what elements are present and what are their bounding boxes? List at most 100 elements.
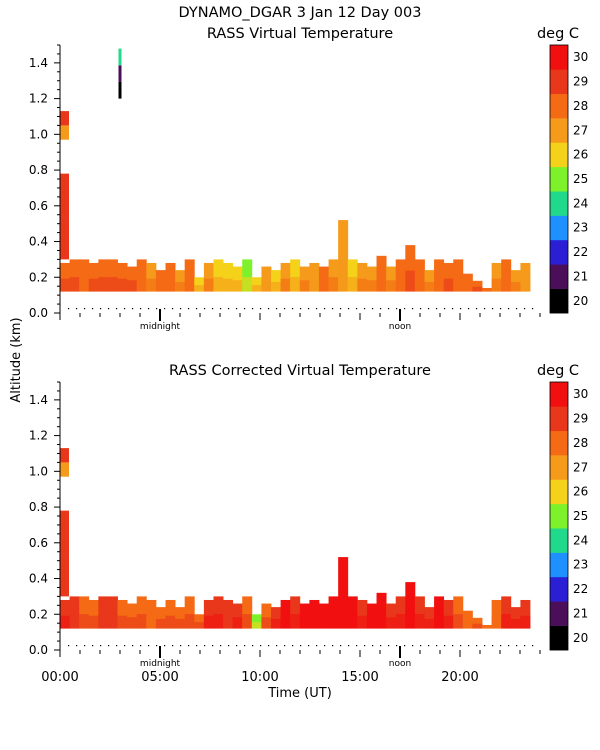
y-tick-label: 0.8 [29,163,48,177]
heatmap-cell-bottom [175,607,186,629]
heatmap-cell-bottom [338,596,349,629]
heatmap-cell-top [318,266,329,292]
baseline-dot [260,645,262,647]
baseline-dot [532,645,534,647]
heatmap-cell-bottom [213,614,224,629]
heatmap-cell-top [127,280,138,292]
heatmap-cell-bottom [453,614,464,629]
heatmap-cell-bottom [434,614,445,629]
heatmap-cell-bottom [405,582,416,629]
heatmap-profile [118,81,122,99]
heatmap-column-bottom [60,510,69,554]
colorbar-swatch [550,93,568,119]
colorbar-swatch [550,382,568,407]
colorbar-swatch [550,406,568,432]
heatmap-cell-bottom [357,615,368,629]
colorbar-swatch [550,288,568,314]
colorbar-label: 21 [573,269,588,283]
baseline-dot [116,645,118,647]
heatmap-cell-bottom [107,614,118,629]
heatmap-cell-bottom [60,599,70,629]
heatmap-cell-bottom [88,599,99,629]
heatmap-cell-top [165,278,176,292]
heatmap-cell-top [462,273,473,292]
baseline-dot [148,645,150,647]
baseline-dot [252,308,254,310]
heatmap-cell-bottom [386,617,397,629]
heatmap-cell-top [261,266,272,292]
baseline-dot [76,308,78,310]
annotation-midnight-top: midnight [140,322,181,332]
baseline-dot [132,645,134,647]
heatmap-cell-bottom [271,607,282,629]
baseline-dot [204,645,206,647]
heatmap-cell-top [386,280,397,292]
baseline-dot [300,308,302,310]
heatmap-cell-bottom [338,557,349,629]
heatmap-cell-bottom [424,618,435,629]
colorbar-label: 27 [573,460,588,474]
heatmap-cell-top [290,259,301,292]
colorbar-swatch [550,45,568,70]
heatmap-cell-top [520,262,531,292]
heatmap-cell-top [203,278,214,292]
colorbar-frame [549,381,569,651]
baseline-dot [508,645,510,647]
heatmap-cell-bottom [184,596,195,629]
baseline-dot [500,645,502,647]
baseline-dot [244,645,246,647]
heatmap-cell-top [434,259,445,292]
heatmap-cell-bottom [146,615,157,629]
heatmap-cell-top [395,277,406,292]
colorbar-label: 30 [573,50,588,64]
heatmap-cell-top [155,281,166,292]
baseline-dot [188,308,190,310]
annotation-noon-top: noon [389,322,411,332]
baseline-dot [340,645,342,647]
heatmap-cell-bottom [223,615,234,629]
baseline-dot [276,308,278,310]
heatmap-cell-bottom [347,596,358,629]
heatmap-cell-top [69,259,80,292]
baseline-dot [428,308,430,310]
heatmap-cell-bottom [213,596,224,629]
y-tick-label: 0.0 [29,643,48,657]
baseline-dot [108,308,110,310]
heatmap-cell-top [136,277,147,292]
heatmap-cell-top [175,281,186,292]
baseline-dot [228,645,230,647]
heatmap-cell-bottom [261,603,272,629]
colorbar-label: 28 [573,436,588,450]
baseline-dot [188,645,190,647]
heatmap-cell-top [318,280,329,292]
heatmap-cell-bottom [194,622,205,629]
baseline-dot [284,308,286,310]
heatmap-cell-bottom [405,607,416,629]
heatmap-cell-top [309,262,320,292]
heatmap-cell-top [443,278,454,292]
y-tick-label: 0.4 [29,572,48,586]
baseline-dot [436,645,438,647]
heatmap-cell-bottom [290,614,301,629]
heatmap-cell-bottom [443,599,454,629]
heatmap-cell-top [136,259,147,292]
heatmap-cell-bottom [69,596,80,629]
heatmap-cell-bottom [117,599,128,629]
baseline-dot [124,645,126,647]
heatmap-cell-bottom [69,614,80,629]
colorbar-label: 23 [573,558,588,572]
heatmap-cell-top [146,278,157,292]
heatmap-cell-top [117,262,128,292]
heatmap-cell-bottom [242,596,253,629]
baseline-dot [484,645,486,647]
baseline-dot [124,308,126,310]
baseline-dot [412,645,414,647]
heatmap-cell-top [299,280,310,292]
heatmap-cell-top [414,277,425,292]
colorbar-frame [549,44,569,314]
heatmap-cell-top [88,262,99,292]
y-tick-label: 1.4 [29,393,48,407]
heatmap-cell-bottom [491,615,502,629]
heatmap-cell-bottom [309,599,320,629]
baseline-dot [436,308,438,310]
